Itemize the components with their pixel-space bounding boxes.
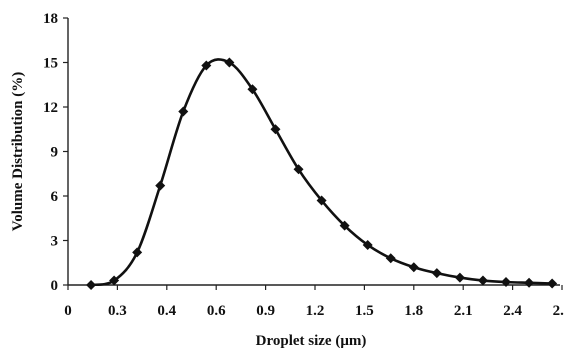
- data-point-marker: [385, 253, 396, 264]
- y-tick-label: 3: [51, 234, 59, 250]
- data-point-marker: [270, 124, 281, 135]
- y-tick-label: 12: [43, 100, 58, 116]
- x-tick-label: 2.4: [503, 303, 522, 319]
- x-tick-label: 0: [64, 303, 72, 319]
- y-tick-label: 15: [43, 56, 58, 72]
- y-axis-title: Volume Distribution (%): [10, 72, 26, 231]
- series-markers: [86, 57, 558, 290]
- data-point-marker: [109, 275, 120, 286]
- data-point-marker: [224, 57, 235, 68]
- x-tick-label: 1.8: [404, 303, 423, 319]
- x-tick-label: 0.3: [108, 303, 127, 319]
- y-tick-label: 6: [51, 189, 59, 205]
- data-point-marker: [178, 106, 189, 117]
- data-point-marker: [362, 239, 373, 250]
- data-point-marker: [132, 247, 143, 258]
- data-point-marker: [454, 272, 465, 283]
- data-point-marker: [316, 195, 327, 206]
- x-tick-label: 0.4: [157, 303, 176, 319]
- data-point-marker: [201, 60, 212, 71]
- y-tick-label: 0: [51, 278, 59, 294]
- data-point-marker: [86, 280, 97, 290]
- data-point-marker: [431, 268, 442, 279]
- y-tick-label: 18: [43, 11, 58, 27]
- axes: [67, 18, 560, 286]
- x-tick-label: 1.2: [306, 303, 325, 319]
- series-line: [90, 58, 553, 287]
- data-point-marker: [247, 84, 258, 95]
- y-ticks: 0 3 6 9 12 15 18: [43, 11, 68, 294]
- data-point-marker: [339, 220, 350, 231]
- x-ticks: 0 0.3 0.4 0.6 0.9 1.2 1.5 1.8 2.1 2.4 2.7: [64, 285, 564, 319]
- data-point-marker: [524, 277, 535, 288]
- x-tick-label: 0.6: [207, 303, 226, 319]
- x-tick-label: 2.1: [454, 303, 473, 319]
- data-point-marker: [293, 164, 304, 175]
- data-point-marker: [477, 275, 488, 286]
- x-tick-label: 2.7: [553, 303, 564, 319]
- data-point-marker: [547, 278, 558, 289]
- y-tick-label: 9: [51, 145, 59, 161]
- data-point-marker: [155, 180, 166, 191]
- x-tick-label: 1.5: [355, 303, 374, 319]
- data-point-marker: [501, 277, 512, 288]
- x-tick-label: 0.9: [256, 303, 275, 319]
- data-point-marker: [408, 262, 419, 273]
- x-axis-title: Droplet size (μm): [256, 333, 367, 349]
